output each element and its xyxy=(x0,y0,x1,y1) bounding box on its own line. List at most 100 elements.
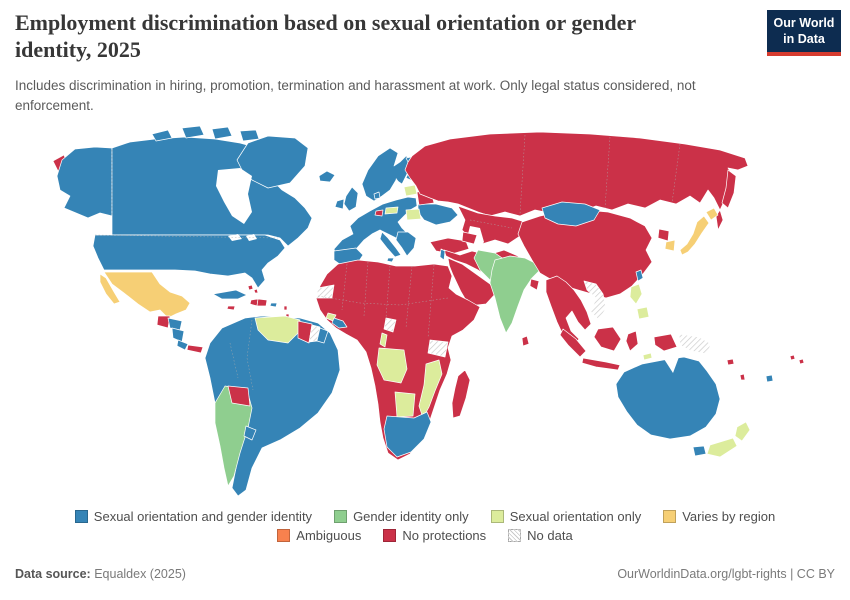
data-source: Data source: Equaldex (2025) xyxy=(15,567,186,581)
legend-label-so-only: Sexual orientation only xyxy=(509,509,642,524)
region-jamaica[interactable] xyxy=(226,305,236,311)
legend-label-ambiguous: Ambiguous xyxy=(296,528,362,543)
region-india[interactable] xyxy=(489,255,541,334)
region-caucasus[interactable] xyxy=(461,231,478,245)
region-turkey[interactable] xyxy=(429,237,470,255)
region-french-guiana[interactable] xyxy=(316,327,329,344)
chart-subtitle: Includes discrimination in hiring, promo… xyxy=(15,78,696,113)
region-switzerland[interactable] xyxy=(374,209,384,217)
region-venezuela[interactable] xyxy=(254,315,301,344)
region-denmark[interactable] xyxy=(373,191,381,200)
region-china[interactable] xyxy=(517,209,653,299)
baltic-sea xyxy=(395,178,406,197)
region-costa-rica[interactable] xyxy=(176,339,189,351)
region-paraguay[interactable] xyxy=(227,385,251,407)
world-map xyxy=(0,120,850,506)
region-philippines-mindanao[interactable] xyxy=(636,306,650,320)
region-indonesia[interactable] xyxy=(559,326,678,371)
region-angola[interactable] xyxy=(376,347,408,384)
legend-swatch-none xyxy=(383,529,397,542)
region-arctic-islands[interactable] xyxy=(151,125,260,142)
region-israel[interactable] xyxy=(439,248,446,261)
region-russia[interactable] xyxy=(404,131,749,217)
region-united-states[interactable] xyxy=(92,234,286,289)
region-tanzania[interactable] xyxy=(427,339,449,358)
region-guyana[interactable] xyxy=(297,320,313,344)
region-liberia[interactable] xyxy=(331,317,348,329)
region-sicily[interactable] xyxy=(386,257,395,263)
region-united-kingdom[interactable] xyxy=(343,186,359,212)
region-argentina[interactable] xyxy=(214,385,253,487)
region-mongolia[interactable] xyxy=(541,201,601,227)
region-australia[interactable] xyxy=(615,356,721,440)
region-southeast-asia[interactable] xyxy=(545,275,592,346)
region-ireland[interactable] xyxy=(334,198,345,210)
data-source-label: Data source: xyxy=(15,567,91,581)
legend-label-no-data: No data xyxy=(527,528,573,543)
region-solomon-islands[interactable] xyxy=(726,358,735,366)
region-mozambique[interactable] xyxy=(418,359,443,419)
region-scandinavia[interactable] xyxy=(361,147,413,202)
owid-logo[interactable]: Our World in Data xyxy=(767,10,841,57)
legend-swatch-so-only xyxy=(490,510,504,523)
region-hokkaido[interactable] xyxy=(705,207,719,221)
hudson-bay xyxy=(216,168,252,224)
region-south-africa[interactable] xyxy=(383,411,432,458)
region-bangladesh[interactable] xyxy=(529,278,540,291)
region-ukraine[interactable] xyxy=(417,203,459,226)
region-cuba[interactable] xyxy=(212,289,248,300)
region-papua-new-guinea[interactable] xyxy=(678,333,712,355)
region-honduras[interactable] xyxy=(167,317,183,331)
region-latvia[interactable] xyxy=(403,184,418,197)
region-sri-lanka[interactable] xyxy=(521,335,530,347)
region-new-zealand-south[interactable] xyxy=(706,437,738,458)
region-kamchatka[interactable] xyxy=(721,169,737,209)
region-alaska[interactable] xyxy=(56,146,113,219)
chart-footer: Data source: Equaldex (2025) OurWorldinD… xyxy=(15,567,835,581)
region-western-sahara[interactable] xyxy=(315,284,335,299)
region-japan[interactable] xyxy=(679,215,710,256)
legend-item-so-only[interactable]: Sexual orientation only xyxy=(490,509,642,524)
legend-item-none[interactable]: No protections xyxy=(383,528,486,543)
region-new-zealand-north[interactable] xyxy=(734,421,751,442)
legend-item-varies[interactable]: Varies by region xyxy=(663,509,775,524)
region-balkans-greece[interactable] xyxy=(395,231,417,257)
region-philippines-luzon[interactable] xyxy=(629,283,643,305)
region-botswana[interactable] xyxy=(394,391,416,418)
region-bahamas[interactable] xyxy=(247,284,259,294)
region-iceland[interactable] xyxy=(318,170,336,183)
region-timor-leste[interactable] xyxy=(642,352,653,361)
great-lakes xyxy=(228,234,257,241)
region-taiwan[interactable] xyxy=(635,269,644,282)
region-romania[interactable] xyxy=(405,208,422,221)
region-austria[interactable] xyxy=(384,206,399,215)
legend-item-no-data[interactable]: No data xyxy=(508,528,573,543)
region-dominican-republic[interactable] xyxy=(256,298,268,307)
region-north-korea[interactable] xyxy=(657,228,670,242)
region-tasmania[interactable] xyxy=(692,445,707,457)
region-equatorial-guinea[interactable] xyxy=(383,317,397,333)
region-madagascar[interactable] xyxy=(451,369,471,419)
region-italy[interactable] xyxy=(379,231,402,258)
region-south-korea[interactable] xyxy=(664,239,676,252)
legend-swatch-ambiguous xyxy=(277,529,291,542)
legend-item-ambiguous[interactable]: Ambiguous xyxy=(277,528,361,543)
region-western-europe[interactable] xyxy=(333,196,418,265)
legend-item-so-gi[interactable]: Sexual orientation and gender identity xyxy=(74,509,312,524)
red-sea xyxy=(446,259,468,306)
region-vietnam-laos[interactable] xyxy=(583,280,607,321)
region-panama[interactable] xyxy=(186,344,204,354)
region-uruguay[interactable] xyxy=(243,425,257,441)
region-guatemala[interactable] xyxy=(156,315,171,329)
region-puerto-rico[interactable] xyxy=(269,302,278,308)
owid-logo-line2: in Data xyxy=(783,31,825,46)
region-micronesia[interactable] xyxy=(789,354,805,365)
legend-item-gi-only[interactable]: Gender identity only xyxy=(334,509,469,524)
region-vanuatu[interactable] xyxy=(739,373,746,381)
region-mexico[interactable] xyxy=(99,271,191,319)
page-title: Employment discrimination based on sexua… xyxy=(15,10,636,62)
owid-url-link[interactable]: OurWorldinData.org/lgbt-rights | CC BY xyxy=(617,567,835,581)
region-fiji[interactable] xyxy=(765,374,774,383)
gulf-of-carpentaria xyxy=(664,357,679,373)
region-gabon[interactable] xyxy=(379,332,388,348)
